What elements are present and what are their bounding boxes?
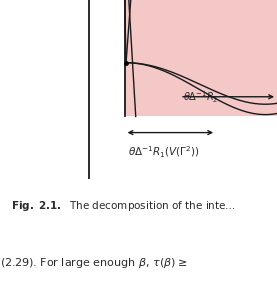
Text: $\mathbf{Fig.\ 2.1.}$  The decomposition of the inte…: $\mathbf{Fig.\ 2.1.}$ The decomposition …: [11, 199, 236, 213]
Text: $\theta\Delta^{-1}R_2$: $\theta\Delta^{-1}R_2$: [183, 89, 218, 105]
Text: $\theta\Delta^{-1}R_1(V(\Gamma^2))$: $\theta\Delta^{-1}R_1(V(\Gamma^2))$: [127, 144, 199, 160]
Text: (2.29). For large enough $\beta$, $\tau(\beta) \geq$: (2.29). For large enough $\beta$, $\tau(…: [0, 256, 187, 270]
Polygon shape: [125, 0, 277, 116]
